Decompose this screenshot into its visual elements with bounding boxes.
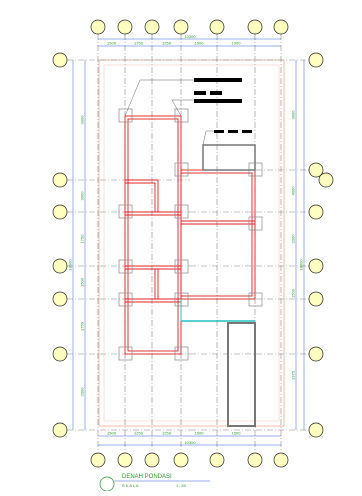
dim-label: 1250 — [162, 41, 172, 46]
axis-bubble — [308, 204, 324, 220]
scale-value: 1 : 50 — [176, 483, 187, 488]
axis-bubble — [308, 52, 324, 68]
dim-total: 10300 — [184, 440, 196, 445]
callouts — [124, 78, 252, 146]
axis-bubble — [247, 19, 263, 35]
dim-label: 1500 — [195, 431, 205, 436]
axis-bubble — [144, 452, 160, 468]
axis-bubble — [144, 19, 160, 35]
axis-bubble — [318, 172, 334, 188]
axis-bubble — [52, 52, 68, 68]
axis-bubble — [90, 452, 106, 468]
footings — [118, 108, 263, 361]
dim-total: 18000 — [299, 259, 304, 271]
dim-label: 2000 — [80, 387, 85, 397]
dim-label: 1750 — [80, 234, 85, 244]
axis-bubble — [173, 19, 189, 35]
drawing-title: DENAH PONDASI — [122, 474, 172, 480]
dim-label: 3000 — [80, 115, 85, 125]
axis-bubble — [117, 19, 133, 35]
axis-bubble — [52, 258, 68, 274]
dim-label: 1500 — [291, 288, 296, 298]
dim-label: 1500 — [232, 431, 242, 436]
axis-bubble — [308, 346, 324, 362]
axis-bubble — [52, 422, 68, 438]
dim-label: 4625 — [290, 0, 300, 1]
axis-bubble — [308, 258, 324, 274]
axis-bubble — [273, 452, 289, 468]
dim-label: 1375 — [291, 370, 296, 380]
dimensions: 1500 1750 1250 1500 1000 10300 1500 1250 1250 150… — [68, 0, 305, 446]
dim-label: 1500 — [195, 41, 205, 46]
dim-label: 1500 — [107, 431, 117, 436]
dim-label: 1500 — [107, 41, 117, 46]
dim-label: 1500 — [80, 277, 85, 287]
dim-total: 18000 — [68, 259, 73, 271]
dim-label: 3000 — [291, 110, 296, 120]
dim-label: 4000 — [79, 0, 89, 1]
axis-bubble — [273, 19, 289, 35]
dim-label: 1250 — [134, 431, 144, 436]
axis-bubble — [173, 452, 189, 468]
axis-bubble — [117, 452, 133, 468]
title-block: DENAH PONDASI S K A L A 1 : 50 — [99, 474, 210, 492]
axis-bubble — [209, 452, 225, 468]
dim-label: 1750 — [80, 321, 85, 331]
axis-bubble — [308, 162, 324, 178]
axis-bubble — [52, 346, 68, 362]
dim-label: 4000 — [291, 186, 296, 196]
axis-bubble — [52, 172, 68, 188]
dim-label: 1000 — [232, 41, 242, 46]
axis-bubble — [52, 204, 68, 220]
axis-bubble — [308, 291, 324, 307]
foundation-beams — [124, 115, 256, 427]
dim-label: 1250 — [162, 431, 172, 436]
scale-label: S K A L A — [122, 483, 139, 488]
dim-total: 10300 — [184, 34, 196, 39]
dim-label: 2000 — [291, 234, 296, 244]
dim-label: 1750 — [134, 41, 144, 46]
axis-bubble — [209, 19, 225, 35]
axis-bubble — [52, 291, 68, 307]
axis-bubble — [247, 452, 263, 468]
axis-bubble — [90, 19, 106, 35]
axis-bubble — [308, 422, 324, 438]
dim-label: 3000 — [80, 191, 85, 201]
drawing-frame — [98, 59, 285, 427]
